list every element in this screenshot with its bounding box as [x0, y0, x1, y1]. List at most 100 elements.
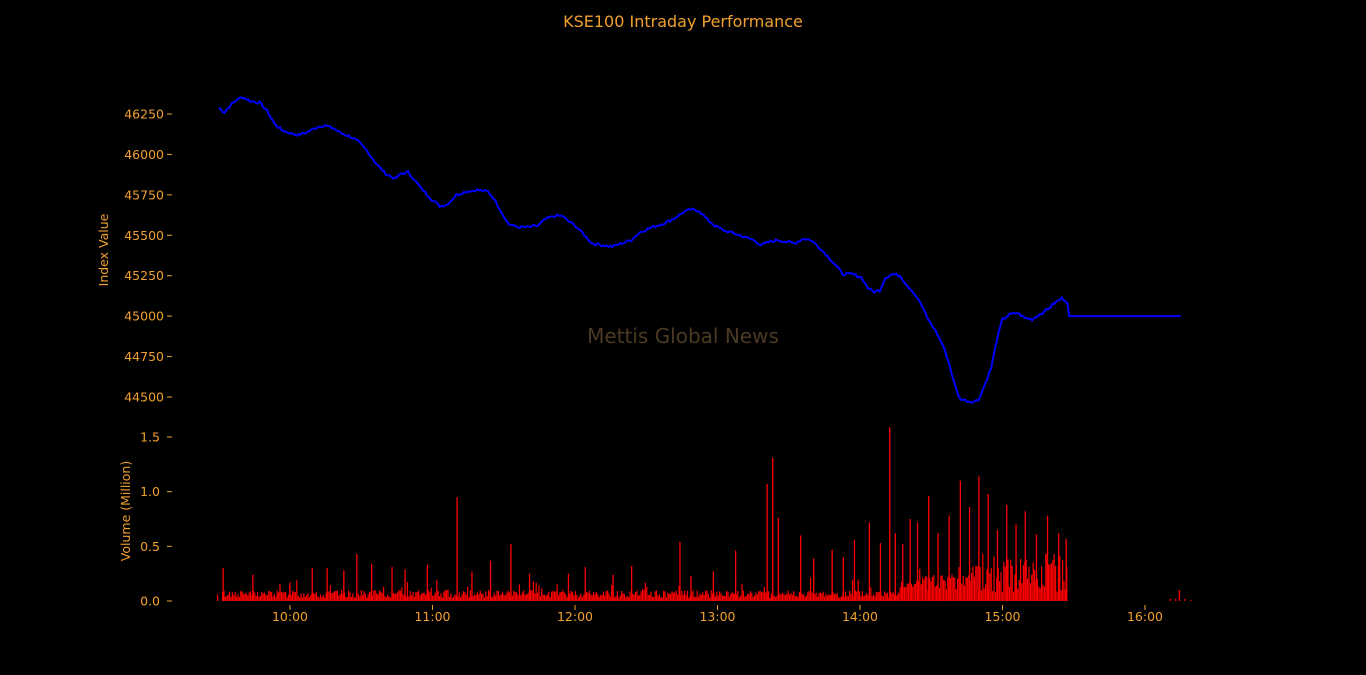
- volume-bar: [378, 590, 380, 601]
- volume-bar: [891, 593, 893, 601]
- volume-bar: [940, 575, 942, 601]
- volume-bar: [769, 597, 771, 601]
- volume-bar: [600, 595, 602, 601]
- volume-bar: [632, 594, 634, 601]
- volume-bar: [462, 591, 464, 601]
- volume-bar: [430, 587, 432, 601]
- volume-bar: [320, 594, 322, 601]
- volume-bar: [1017, 588, 1019, 601]
- volume-bar: [447, 589, 449, 601]
- price-y-tick-label: 45250: [124, 268, 164, 283]
- volume-bar: [805, 595, 807, 601]
- volume-bar: [1029, 583, 1031, 601]
- volume-bar: [418, 590, 420, 601]
- volume-bar: [275, 596, 277, 601]
- volume-bar: [371, 595, 373, 601]
- volume-bar: [444, 590, 446, 601]
- volume-bar: [560, 592, 562, 601]
- volume-bar: [647, 595, 649, 601]
- volume-bar: [499, 595, 501, 601]
- volume-bar: [975, 566, 977, 601]
- volume-bar: [807, 592, 809, 601]
- volume-bar: [664, 591, 666, 601]
- volume-bar: [738, 597, 740, 601]
- volume-bar: [712, 593, 714, 601]
- volume-bar: [541, 588, 543, 601]
- volume-bar: [321, 597, 323, 601]
- volume-bar: [716, 591, 718, 601]
- volume-bar: [646, 586, 648, 601]
- volume-bar: [285, 591, 287, 601]
- volume-bar: [314, 594, 316, 601]
- volume-bar: [1058, 533, 1060, 601]
- volume-bar: [777, 517, 779, 601]
- volume-bar: [436, 580, 438, 601]
- volume-bar: [1041, 566, 1043, 601]
- volume-bar: [524, 594, 526, 601]
- volume-bar: [573, 595, 575, 601]
- volume-bar: [261, 591, 263, 601]
- volume-bar: [917, 580, 919, 601]
- volume-bar: [306, 595, 308, 601]
- volume-bar: [843, 596, 845, 601]
- volume-bar: [709, 597, 711, 601]
- volume-bar: [679, 542, 681, 601]
- volume-bar: [742, 590, 744, 601]
- volume-bar: [650, 591, 652, 601]
- volume-bar: [590, 594, 592, 601]
- volume-bar: [1025, 559, 1027, 601]
- volume-bar: [426, 564, 428, 601]
- volume-bar: [341, 590, 343, 601]
- volume-bar: [562, 590, 564, 601]
- volume-bar: [721, 595, 723, 601]
- volume-bar: [548, 591, 550, 601]
- volume-bar: [588, 590, 590, 601]
- volume-bar: [980, 590, 982, 601]
- volume-bar: [1010, 559, 1012, 601]
- volume-bar: [831, 549, 833, 601]
- volume-bar: [278, 592, 280, 601]
- volume-bar: [1052, 560, 1054, 601]
- volume-bar: [332, 592, 334, 601]
- volume-bar: [623, 594, 625, 601]
- volume-bar: [594, 594, 596, 601]
- volume-bar: [493, 592, 495, 601]
- volume-bar: [682, 594, 684, 601]
- volume-bar: [667, 593, 669, 601]
- volume-bar: [787, 590, 789, 601]
- volume-bar: [882, 596, 884, 601]
- volume-bar: [987, 493, 989, 601]
- volume-bar: [518, 584, 520, 601]
- volume-bar: [962, 576, 964, 601]
- volume-bar: [818, 592, 820, 601]
- volume-bar: [563, 592, 565, 601]
- volume-bar: [390, 597, 392, 601]
- volume-bar: [404, 569, 406, 601]
- volume-bar: [985, 584, 987, 601]
- volume-bar: [881, 595, 883, 601]
- volume-bar: [224, 596, 226, 601]
- volume-bar: [710, 590, 712, 601]
- volume-bar: [896, 594, 898, 601]
- volume-bar: [336, 590, 338, 601]
- volume-bar: [268, 591, 270, 601]
- volume-bar: [586, 592, 588, 601]
- volume-bar: [521, 592, 523, 601]
- volume-bar: [1048, 564, 1050, 601]
- volume-bar: [243, 594, 245, 601]
- volume-bar: [817, 596, 819, 601]
- volume-bar: [437, 590, 439, 601]
- volume-bar: [768, 591, 770, 601]
- volume-bar: [238, 597, 240, 601]
- volume-bar: [348, 590, 350, 601]
- price-y-tick-label: 45000: [124, 309, 164, 324]
- volume-bar: [989, 573, 991, 601]
- volume-bar: [423, 592, 425, 601]
- volume-bar: [456, 497, 458, 601]
- volume-bar: [868, 522, 870, 601]
- volume-bar: [846, 595, 848, 601]
- volume-bar: [1178, 590, 1181, 601]
- volume-bar: [492, 596, 494, 601]
- volume-bar: [653, 597, 655, 601]
- volume-bar: [705, 590, 707, 601]
